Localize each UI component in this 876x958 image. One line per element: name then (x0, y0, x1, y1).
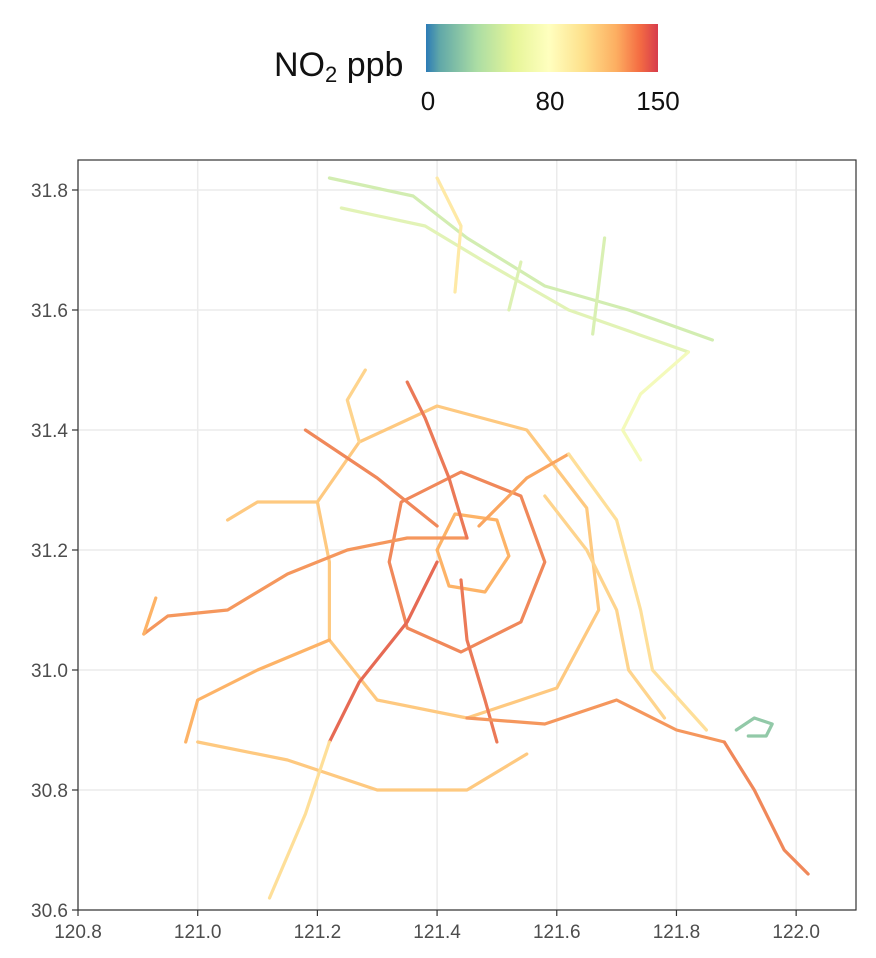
road-east-loop (734, 716, 774, 738)
x-tick-label-2: 121.2 (294, 922, 342, 943)
road-north-expressway (405, 380, 469, 540)
road-southern-coastal (196, 740, 529, 792)
road-inner-ring (435, 512, 511, 594)
x-tick-label-0: 120.8 (54, 922, 102, 943)
road-western-expressway (142, 536, 469, 636)
road-island-spur-south (620, 350, 691, 462)
road-northern-bridge-west (339, 206, 691, 354)
road-north-branch (345, 368, 367, 444)
y-axis: 30.6 30.8 31.0 31.2 31.4 31.6 31.8 (31, 181, 78, 922)
road-east-bridge (722, 740, 810, 876)
x-tick-label-5: 121.8 (653, 922, 701, 943)
y-tick-label-2: 31.0 (31, 661, 68, 682)
road-northern-island-vertical (435, 176, 463, 294)
legend-tick-80: 80 (535, 86, 565, 116)
road-southeast-coastal (465, 698, 726, 744)
road-pudong-east (543, 494, 667, 720)
y-tick-label-5: 31.6 (31, 301, 68, 322)
y-tick-label-0: 30.6 (31, 901, 68, 922)
road-northwest-expressway (303, 428, 439, 528)
x-tick-label-3: 121.4 (413, 922, 461, 943)
x-tick-label-4: 121.6 (533, 922, 581, 943)
road-west-diagonal (184, 638, 331, 744)
road-network (142, 176, 810, 900)
road-northwest-branch (226, 500, 319, 522)
y-tick-label-3: 31.2 (31, 541, 68, 562)
legend-title: NO2 ppb (274, 46, 403, 88)
plot-panel-border (77, 159, 857, 911)
legend-colorbar (426, 24, 658, 72)
legend-title-unit: ppb (337, 46, 404, 84)
road-island-cross-a (507, 260, 523, 312)
x-tick-label-6: 122.0 (772, 922, 820, 943)
road-far-east-road (567, 452, 709, 732)
x-tick-label-1: 121.0 (174, 922, 222, 943)
road-northern-bridge-east (327, 176, 715, 342)
legend-title-subscript: 2 (325, 62, 338, 87)
legend-tick-150: 150 (636, 86, 680, 116)
road-southwest-expressway (327, 560, 439, 744)
x-axis: 120.8 121.0 121.2 121.4 121.6 121.8 122.0 (54, 910, 820, 943)
y-tick-label-1: 30.8 (31, 781, 68, 802)
color-legend: NO2 ppb 0 80 150 (0, 0, 876, 130)
road-northeast-expressway (477, 452, 571, 528)
road-island-cross-b (591, 236, 607, 336)
legend-title-main: NO (274, 46, 325, 84)
road-southwest-diagonal (267, 740, 331, 900)
y-tick-label-6: 31.8 (31, 181, 68, 202)
road-west-spur (142, 596, 158, 636)
road-middle-ring (387, 470, 547, 654)
y-tick-label-4: 31.4 (31, 421, 68, 442)
legend-tick-0: 0 (420, 86, 436, 116)
